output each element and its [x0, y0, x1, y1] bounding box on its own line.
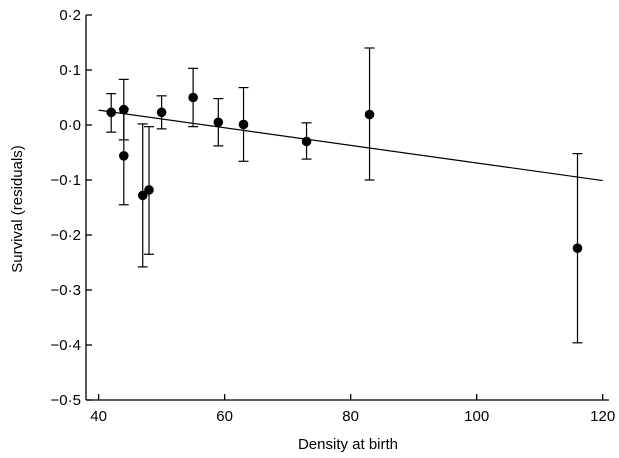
data-point: [156, 107, 167, 118]
y-tick-label: −0·5: [51, 392, 81, 409]
y-axis-title: Survival (residuals): [9, 145, 26, 273]
data-point: [188, 92, 198, 103]
data-point: [144, 185, 154, 195]
data-point: [238, 119, 249, 130]
data-point: [137, 190, 148, 201]
y-tick-label: −0·2: [51, 227, 81, 244]
y-tick-label: 0·0: [59, 117, 81, 134]
data-point: [572, 243, 583, 253]
x-axis-title: Density at birth: [298, 436, 398, 453]
data-point: [119, 151, 129, 161]
x-tick-label: 40: [90, 408, 107, 425]
y-tick-label: −0·3: [51, 282, 81, 299]
x-tick-label: 60: [216, 408, 233, 425]
data-points: [106, 92, 583, 253]
fit-line-group: [98, 109, 603, 182]
y-tick-label: 0·1: [59, 62, 81, 79]
x-tick-label: 80: [342, 408, 359, 425]
y-tick-label: 0·2: [59, 7, 81, 24]
data-point: [119, 104, 129, 115]
regression-line: [98, 109, 603, 182]
axes: −0·5 −0·4 −0·3 −0·2 −0·1 0·0 0·1 0·2 40 60 80 100 12…: [51, 7, 616, 425]
data-point: [364, 109, 375, 120]
x-tick-label: 120: [590, 408, 615, 425]
data-point: [213, 117, 224, 128]
data-point: [106, 107, 117, 118]
y-tick-label: −0·1: [51, 172, 81, 189]
data-point: [301, 136, 312, 147]
x-tick-label: 100: [464, 408, 489, 425]
y-tick-label: −0·4: [51, 337, 81, 354]
error-bars: [106, 47, 583, 344]
